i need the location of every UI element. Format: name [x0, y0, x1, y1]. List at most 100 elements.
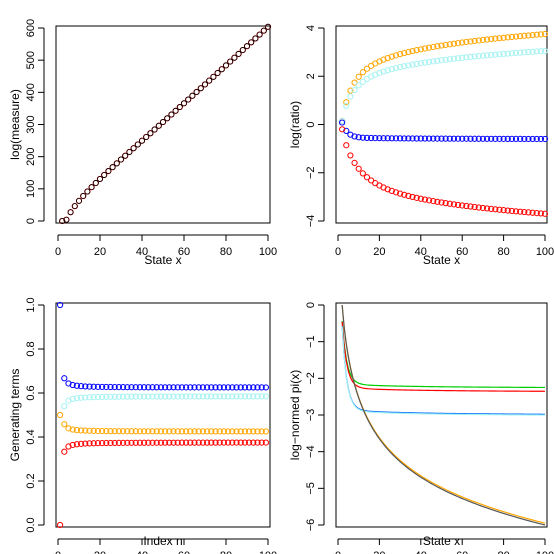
data-point [246, 439, 253, 446]
data-point [225, 393, 232, 400]
data-point [92, 180, 99, 187]
data-point [111, 383, 118, 391]
data-point [500, 207, 507, 214]
data-point [438, 42, 445, 49]
data-point [533, 135, 540, 143]
data-point [413, 47, 420, 54]
data-point [222, 62, 229, 69]
data-point [231, 54, 238, 61]
data-point [130, 145, 137, 152]
x-axis-label: State x [423, 534, 460, 548]
data-point [250, 393, 257, 400]
data-point [475, 204, 482, 211]
data-point [359, 78, 366, 85]
data-point [421, 135, 429, 142]
data-point [368, 134, 375, 142]
data-point [84, 188, 91, 195]
data-point [347, 152, 354, 159]
data-point [467, 38, 474, 45]
data-point [149, 428, 156, 435]
data-point [86, 440, 93, 447]
data-point [86, 383, 93, 390]
data-point [115, 439, 123, 446]
data-point [339, 117, 346, 124]
data-point [141, 428, 148, 435]
data-point [199, 428, 206, 435]
data-point [454, 40, 462, 47]
data-point [178, 428, 185, 435]
data-point [99, 383, 106, 391]
data-point [384, 67, 391, 74]
data-point [214, 70, 221, 77]
data-point [172, 107, 179, 114]
data-point [262, 384, 269, 391]
data-point [525, 32, 532, 39]
data-point [508, 135, 515, 142]
data-point [446, 200, 453, 207]
data-point [488, 135, 495, 142]
data-point [57, 521, 64, 529]
data-point [438, 199, 445, 206]
x-tick-label: 20 [373, 550, 385, 554]
data-point [115, 384, 123, 391]
data-point [229, 393, 236, 400]
data-point [229, 384, 236, 391]
data-point [78, 383, 85, 390]
data-point [392, 64, 400, 72]
data-point [210, 73, 217, 80]
data-point [153, 428, 160, 435]
x-tick-label: 80 [497, 550, 509, 554]
data-point [86, 394, 93, 401]
data-point [193, 88, 200, 95]
data-point [417, 135, 424, 142]
data-point [71, 203, 78, 210]
data-point [492, 35, 499, 42]
data-point [529, 135, 536, 143]
data-point [368, 177, 375, 184]
data-point [166, 428, 173, 435]
data-point [136, 439, 143, 446]
data-point [90, 427, 97, 435]
y-tick-label: 0 [25, 218, 37, 224]
data-point [355, 165, 362, 172]
data-point [376, 135, 383, 142]
data-point [88, 184, 95, 191]
data-point [136, 384, 143, 391]
data-point [233, 384, 240, 391]
data-point [225, 439, 232, 446]
data-point [109, 164, 116, 171]
y-tick-label: 100 [25, 180, 37, 198]
data-point [454, 55, 462, 62]
data-point [537, 31, 544, 38]
data-point [118, 156, 125, 163]
data-point [388, 135, 395, 142]
data-point [216, 393, 223, 400]
x-tick-label: 20 [94, 246, 106, 258]
data-point [138, 137, 145, 144]
data-point [237, 384, 244, 391]
data-point [405, 135, 412, 142]
data-point [57, 301, 64, 309]
data-point [153, 439, 160, 446]
data-point [409, 135, 416, 142]
data-point [392, 135, 400, 142]
data-point [351, 133, 358, 140]
data-point [450, 40, 458, 47]
data-point [533, 210, 540, 217]
panel-log-measure: 0 20 40 60 80 100 0 100 200 300 400 500 600 State x lo… [8, 19, 277, 267]
data-point [258, 384, 265, 391]
data-point [347, 93, 354, 100]
data-point [69, 426, 76, 433]
data-point [537, 135, 544, 143]
data-point [73, 441, 81, 448]
data-point [521, 208, 528, 216]
data-point [107, 393, 114, 400]
data-point [124, 439, 131, 446]
data-point [254, 439, 261, 446]
data-point [69, 381, 76, 389]
data-point [254, 393, 261, 400]
data-point [409, 193, 416, 201]
data-point [229, 428, 236, 435]
data-point [204, 439, 211, 446]
